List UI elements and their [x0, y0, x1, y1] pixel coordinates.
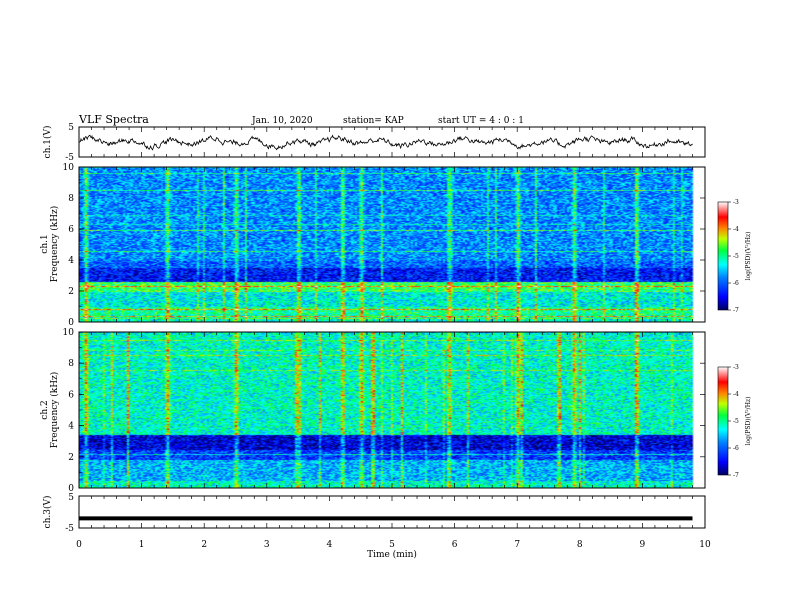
freq-tick-label: 8 — [68, 194, 74, 204]
colorbar-tick-label: -4 — [733, 226, 739, 233]
ch2-colorbar-label: log(PSD)(V²/Hz) — [745, 397, 752, 446]
colorbar-tick-label: -7 — [733, 472, 739, 479]
freq-tick-label: 10 — [63, 328, 75, 338]
time-tick-label: 2 — [201, 540, 207, 550]
freq-tick-label: 4 — [68, 422, 74, 432]
time-tick-label: 4 — [327, 540, 333, 550]
ch1-ytick-bottom: -5 — [65, 153, 74, 163]
ch3-ytick-bottom: -5 — [65, 524, 74, 534]
ch2-spectrogram-image — [79, 332, 705, 488]
ch1-spectrogram-ylabel-frequency: Frequency (kHz) — [49, 206, 60, 283]
colorbar-tick-label: -6 — [733, 280, 739, 287]
ch2-spectrogram-ylabel-channel: ch.2 — [40, 400, 50, 419]
freq-tick-label: 8 — [68, 359, 74, 369]
ch2-spectrogram-xticks — [78, 332, 706, 488]
ch1-ytick-top: 5 — [68, 123, 74, 133]
ch1-colorbar-label: log(PSD)(V²/Hz) — [745, 232, 752, 281]
colorbar-tick-label: -6 — [733, 445, 739, 452]
freq-tick-label: 6 — [68, 390, 74, 400]
ch1-spectrogram-panel: 0 2 4 6 8 10 ch.1 Frequency (kHz) — [40, 163, 706, 328]
freq-tick-label: 2 — [68, 453, 74, 463]
ch3-waveform-frame — [78, 495, 706, 529]
ch1-waveform-panel: 5 -5 ch.1(V) — [42, 123, 706, 163]
date-label: Jan. 10, 2020 — [251, 116, 313, 126]
freq-tick-label: 10 — [63, 163, 75, 173]
time-tick-label: 9 — [640, 540, 646, 550]
time-tick-label: 10 — [699, 540, 711, 550]
station-label: station= KAP — [343, 116, 404, 126]
ch3-waveform-ylabel: ch.3(V) — [42, 496, 53, 529]
freq-tick-label: 2 — [68, 287, 74, 297]
ch2-colorbar-bar — [717, 366, 729, 476]
ch3-waveform-panel: 5 -5 ch.3(V) — [42, 493, 706, 534]
freq-tick-label: 4 — [68, 256, 74, 266]
ch2-spectrogram-ylabel-frequency: Frequency (kHz) — [49, 372, 60, 449]
ch1-waveform-ylabel: ch.1(V) — [42, 126, 53, 159]
time-tick-label: 1 — [139, 540, 145, 550]
colorbar-tick-label: -7 — [733, 307, 739, 314]
freq-tick-label: 6 — [68, 225, 74, 235]
ch1-spectrogram-image — [79, 167, 705, 322]
time-tick-label: 3 — [264, 540, 270, 550]
colorbar-tick-label: -3 — [733, 364, 739, 371]
time-tick-label: 8 — [577, 540, 583, 550]
freq-tick-label: 0 — [68, 318, 74, 328]
ch2-colorbar: -3 -4 -5 -6 -7 log(PSD)(V²/Hz) — [717, 364, 752, 479]
ch2-spectrogram-panel: 0 2 4 6 8 10 ch.2 Frequency (kHz) — [40, 328, 706, 494]
ch1-waveform-xticks — [78, 127, 706, 157]
ch2-spectrogram-yticks: 0 2 4 6 8 10 — [63, 328, 705, 494]
time-axis-label: Time (min) — [367, 549, 417, 560]
colorbar-tick-label: -5 — [733, 253, 739, 260]
colorbar-tick-label: -5 — [733, 418, 739, 425]
ch1-spectrogram-yticks: 0 2 4 6 8 10 — [63, 163, 705, 328]
colorbar-tick-label: -4 — [733, 391, 739, 398]
colorbar-tick-label: -3 — [733, 199, 739, 206]
ch1-spectrogram-xticks — [78, 167, 706, 322]
ch3-waveform-xticks — [78, 496, 706, 528]
time-tick-label: 6 — [452, 540, 458, 550]
time-tick-label: 0 — [76, 540, 82, 550]
ch1-colorbar-ticks: -3 -4 -5 -6 -7 — [728, 199, 739, 314]
ch1-spectrogram-ylabel-channel: ch.1 — [40, 234, 50, 253]
start-ut-label: start UT = 4 : 0 : 1 — [438, 116, 524, 126]
time-tick-label: 7 — [514, 540, 520, 550]
time-axis-ticklabels: 0 1 2 3 4 5 6 7 8 9 10 — [76, 540, 711, 550]
freq-tick-label: 0 — [68, 484, 74, 494]
time-tick-label: 5 — [389, 540, 395, 550]
figure-title: VLF Spectra — [78, 113, 149, 126]
ch1-waveform-line — [78, 134, 693, 151]
ch3-ytick-top: 5 — [68, 493, 74, 503]
ch1-colorbar: -3 -4 -5 -6 -7 log(PSD)(V²/Hz) — [717, 199, 752, 314]
ch2-colorbar-ticks: -3 -4 -5 -6 -7 — [728, 364, 739, 479]
ch1-colorbar-bar — [717, 201, 729, 311]
